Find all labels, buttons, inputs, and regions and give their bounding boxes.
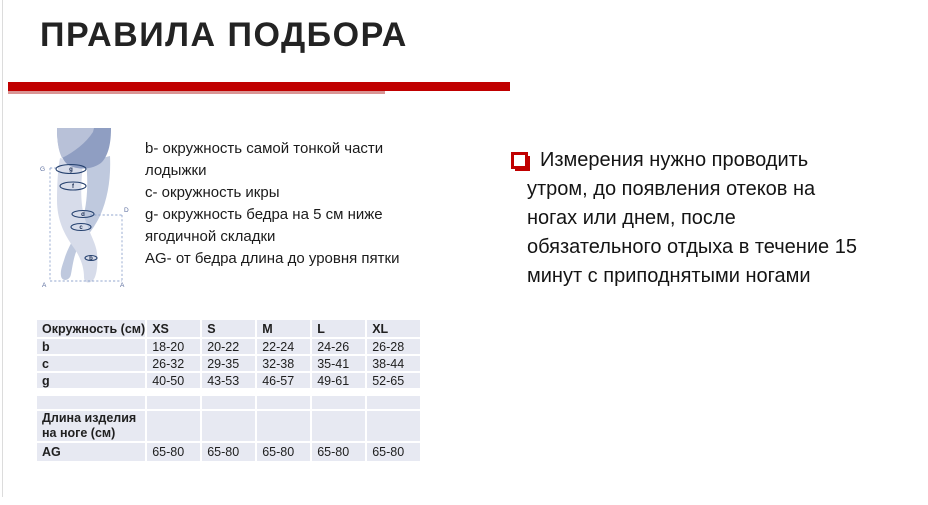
size-table-row-label: AG (37, 443, 146, 461)
size-table-cell (202, 411, 256, 441)
size-table-cell (202, 396, 256, 409)
size-table-cell (147, 411, 201, 441)
size-table-cell: 65-80 (257, 443, 311, 461)
size-table-cell (312, 396, 366, 409)
band-label-c: c (79, 225, 83, 231)
accent-bar (8, 82, 510, 91)
size-table-cell: 49-61 (312, 373, 366, 388)
size-table-row-label (37, 396, 146, 409)
size-table-cell: 32-38 (257, 356, 311, 371)
table-row: Длина изделия на ноге (см) (37, 411, 421, 441)
size-table-cell: 18-20 (147, 339, 201, 354)
measurement-note: Измерения нужно проводить утром, до появ… (511, 146, 911, 291)
description-line: лодыжки (145, 162, 207, 179)
description-line: AG- от бедра длина до уровня пятки (145, 250, 400, 267)
table-spacer-row (37, 390, 421, 394)
size-table-cell (312, 411, 366, 441)
size-table-cell: 26-32 (147, 356, 201, 371)
size-table-cell: 29-35 (202, 356, 256, 371)
note-line: Измерения нужно проводить (540, 149, 809, 171)
page-title: ПРАВИЛА ПОДБОРА (40, 16, 408, 54)
size-table-cell: 46-57 (257, 373, 311, 388)
size-table-cell: 65-80 (312, 443, 366, 461)
size-table-cell: 20-22 (202, 339, 256, 354)
size-table-cell: 65-80 (367, 443, 421, 461)
size-table-row-label: Длина изделия на ноге (см) (37, 411, 146, 441)
size-table-header-cell: XS (147, 320, 201, 337)
note-line: обязательного отдыха в течение 15 (527, 236, 857, 258)
size-table-cell: 43-53 (202, 373, 256, 388)
size-table-cell: 65-80 (202, 443, 256, 461)
size-table-header-row: Окружность (см) XS S M L XL (37, 320, 421, 337)
size-table-header-cell: M (257, 320, 311, 337)
description-line: g- окружность бедра на 5 см ниже (145, 206, 383, 223)
size-table: Окружность (см) XS S M L XL b 18-20 20-2… (35, 318, 422, 463)
size-table-cell (367, 411, 421, 441)
size-table-cell: 38-44 (367, 356, 421, 371)
size-table-cell: 52-65 (367, 373, 421, 388)
size-table-cell (147, 396, 201, 409)
band-label-f: f (72, 184, 75, 190)
size-table-header-cell: XL (367, 320, 421, 337)
size-table-cell: 40-50 (147, 373, 201, 388)
accent-bar-underline (8, 91, 385, 94)
figure-label-A-right: A (120, 282, 125, 289)
band-label-g: g (69, 167, 73, 173)
size-table-cell: 22-24 (257, 339, 311, 354)
table-row: g 40-50 43-53 46-57 49-61 52-65 (37, 373, 421, 388)
size-table-header-cell: S (202, 320, 256, 337)
checkbox-square-icon (511, 152, 528, 169)
figure-label-A-left: A (42, 282, 47, 289)
figure-label-D: D (124, 207, 129, 214)
measurement-guide-lines (49, 167, 123, 282)
size-table-row-label: c (37, 356, 146, 371)
measurement-bands (55, 163, 98, 262)
size-table-cell (257, 396, 311, 409)
band-label-d: d (81, 212, 85, 218)
legs-illustration (57, 128, 111, 283)
table-row: b 18-20 20-22 22-24 24-26 26-28 (37, 339, 421, 354)
size-table-cell: 26-28 (367, 339, 421, 354)
size-table-header-cell: L (312, 320, 366, 337)
size-table-cell: 24-26 (312, 339, 366, 354)
size-table-cell (257, 411, 311, 441)
note-line: ногах или днем, после (527, 207, 736, 229)
measurement-descriptions: b- окружность самой тонкой части лодыжки… (145, 138, 445, 270)
band-label-b: b (89, 256, 93, 262)
figure-label-G: G (40, 166, 45, 173)
size-table-header-cell: Окружность (см) (37, 320, 146, 337)
size-table-cell: 35-41 (312, 356, 366, 371)
table-row: c 26-32 29-35 32-38 35-41 38-44 (37, 356, 421, 371)
legs-measurement-diagram: G D A A g f d c b (40, 128, 129, 289)
description-line: b- окружность самой тонкой части (145, 140, 384, 157)
description-line: ягодичной складки (145, 228, 276, 245)
note-line: утром, до появления отеков на (527, 178, 816, 200)
size-table-cell (367, 396, 421, 409)
size-table-cell: 65-80 (147, 443, 201, 461)
size-table-row-label: b (37, 339, 146, 354)
table-row: AG 65-80 65-80 65-80 65-80 65-80 (37, 443, 421, 461)
slide-edge-line (2, 0, 3, 497)
table-row (37, 396, 421, 409)
size-table-row-label: g (37, 373, 146, 388)
description-line: c- окружность икры (145, 184, 280, 201)
note-line: минут с приподнятыми ногами (527, 265, 811, 287)
